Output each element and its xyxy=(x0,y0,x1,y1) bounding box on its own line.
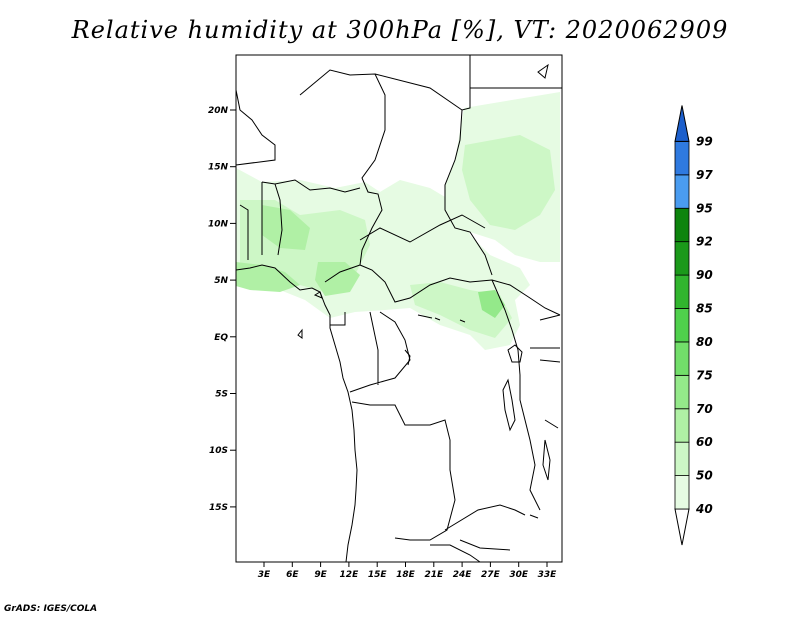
colorbar-segment xyxy=(674,207,690,243)
colorbar-label: 99 xyxy=(696,134,713,148)
lon-tick-label: 9E xyxy=(314,570,327,580)
humidity-area-coast xyxy=(236,262,300,292)
colorbar-under-triangle xyxy=(674,508,690,546)
lat-tick-label: EQ xyxy=(214,333,228,343)
colorbar-label: 80 xyxy=(696,335,713,349)
lat-tick-label: 20N xyxy=(208,106,229,116)
lon-tick-label: 27E xyxy=(481,570,501,580)
lon-tick-label: 30E xyxy=(509,570,529,580)
colorbar-segment xyxy=(674,174,690,209)
colorbar-label: 85 xyxy=(696,302,713,316)
credit-label: GrADS: IGES/COLA xyxy=(4,604,98,614)
humidity-area-east xyxy=(462,135,555,230)
colorbar-segment xyxy=(674,274,690,309)
lat-tick-label: 15S xyxy=(209,503,228,513)
colorbar-label: 60 xyxy=(696,435,713,449)
colorbar-label: 40 xyxy=(695,502,713,516)
coastline xyxy=(235,264,358,563)
lake-victoria xyxy=(507,344,523,363)
lon-tick-label: 3E xyxy=(258,570,271,580)
colorbar-label: 97 xyxy=(696,168,713,182)
border-central xyxy=(324,214,486,393)
border-sahara xyxy=(374,55,562,276)
colorbar-segment xyxy=(674,408,690,443)
colorbar-segment xyxy=(674,341,690,376)
colorbar-label: 70 xyxy=(696,402,713,416)
colorbar-label: 90 xyxy=(696,268,713,282)
lon-tick-label: 6E xyxy=(286,570,299,580)
longitude-axis: 3E 6E 9E 12E 15E 18E 21E 24E 27E 30E 33E xyxy=(258,562,557,580)
colorbar-segment xyxy=(674,308,690,343)
colorbar-label: 50 xyxy=(696,469,713,483)
colorbar-label: 95 xyxy=(696,201,713,215)
chart-title: Relative humidity at 300hPa [%], VT: 202… xyxy=(71,16,729,44)
colorbar-segment xyxy=(674,441,690,476)
lat-tick-label: 5N xyxy=(214,276,228,286)
islands xyxy=(297,63,559,519)
map-frame xyxy=(235,54,563,563)
lake-tanganyika xyxy=(502,378,516,432)
colorbar-segment xyxy=(674,374,690,410)
border-south xyxy=(351,401,526,563)
lat-tick-label: 10S xyxy=(209,446,228,456)
lon-tick-label: 24E xyxy=(453,570,473,580)
lon-tick-label: 12E xyxy=(340,570,360,580)
lat-tick-label: 15N xyxy=(208,163,229,173)
colorbar: 40 50 60 70 75 80 85 90 92 95 97 99 xyxy=(674,105,713,546)
lon-tick-label: 33E xyxy=(538,570,558,580)
lat-tick-label: 10N xyxy=(208,219,229,229)
humidity-area-cameroon xyxy=(315,262,360,296)
colorbar-segment xyxy=(674,141,690,176)
colorbar-label: 92 xyxy=(696,235,713,249)
humidity-area-east-core xyxy=(478,290,505,318)
humidity-area-upper xyxy=(262,205,310,250)
lon-tick-label: 15E xyxy=(368,570,388,580)
border-east xyxy=(491,279,561,511)
humidity-shading xyxy=(236,92,560,350)
country-borders xyxy=(235,55,562,563)
colorbar-over-triangle xyxy=(674,105,690,142)
colorbar-segment xyxy=(674,475,690,510)
colorbar-segment xyxy=(674,241,690,276)
border-northwest xyxy=(235,69,561,316)
latitude-axis: 20N 15N 10N 5N EQ 5S 10S 15S xyxy=(208,106,236,513)
border-westafrica xyxy=(239,179,361,260)
lake-malawi xyxy=(542,439,551,481)
colorbar-label: 75 xyxy=(696,368,713,382)
lon-tick-label: 21E xyxy=(424,570,444,580)
lon-tick-label: 18E xyxy=(396,570,416,580)
lat-tick-label: 5S xyxy=(215,390,228,400)
